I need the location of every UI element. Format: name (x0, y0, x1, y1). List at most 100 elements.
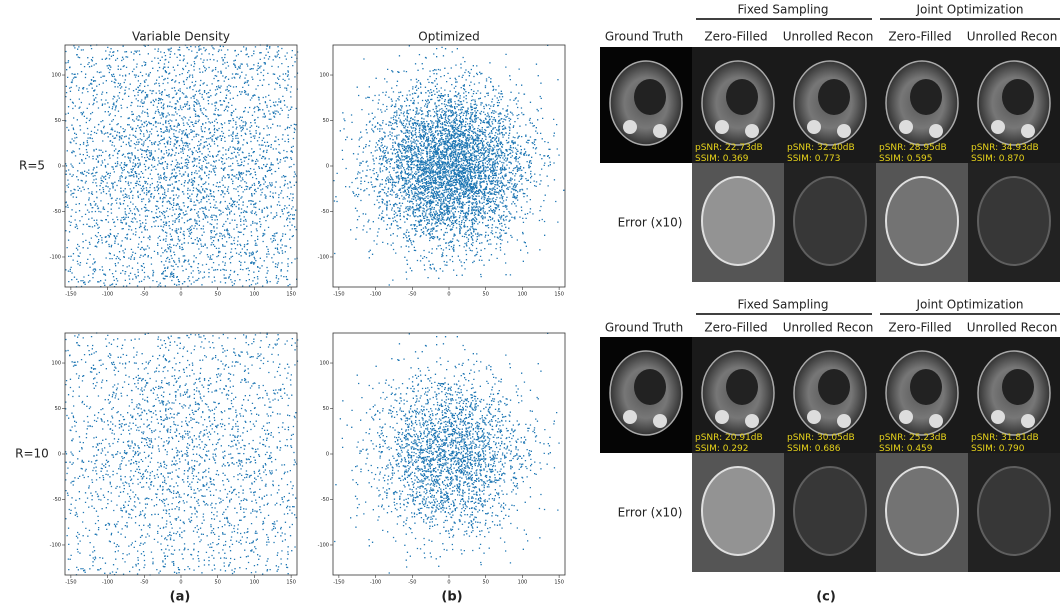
bone-shape (818, 79, 850, 115)
bone-shape (837, 124, 851, 138)
y-tick-label: 50 (55, 406, 61, 412)
psnr-label: pSNR: 30.05dB (787, 433, 855, 443)
psnr-label: pSNR: 22.73dB (695, 143, 763, 153)
x-tick-label: -50 (408, 580, 416, 586)
bone-shape (623, 120, 637, 134)
y-tick-label: -50 (321, 497, 329, 503)
bone-shape (807, 410, 821, 424)
x-tick-label: 50 (215, 580, 221, 586)
y-tick-label: 50 (55, 118, 61, 124)
x-tick-label: -100 (102, 580, 113, 586)
column-header: Zero-Filled (888, 30, 951, 44)
bone-shape (818, 369, 850, 405)
x-tick-label: -150 (65, 292, 76, 298)
group-header: Joint Optimization (915, 3, 1023, 17)
y-tick-label: 0 (58, 452, 61, 458)
y-tick-label: -50 (53, 209, 61, 215)
ssim-label: SSIM: 0.595 (879, 154, 933, 164)
column-title: Variable Density (132, 30, 230, 44)
x-tick-label: 100 (250, 580, 260, 586)
x-tick-label: 100 (518, 580, 528, 586)
x-tick-label: -150 (333, 292, 344, 298)
bone-shape (726, 79, 758, 115)
column-header: Ground Truth (605, 30, 683, 44)
error-shape (702, 177, 774, 265)
group-header: Fixed Sampling (737, 3, 828, 17)
column-header: Zero-Filled (704, 30, 767, 44)
psnr-label: pSNR: 20.91dB (695, 433, 763, 443)
bone-shape (929, 124, 943, 138)
bone-shape (807, 120, 821, 134)
bone-shape (1021, 414, 1035, 428)
y-tick-label: -100 (50, 254, 61, 260)
x-tick-label: -100 (102, 292, 113, 298)
group-header: Joint Optimization (915, 298, 1023, 312)
ssim-label: SSIM: 0.292 (695, 444, 749, 454)
plot-frame (65, 45, 297, 287)
bone-shape (1021, 124, 1035, 138)
column-header: Unrolled Recon (783, 30, 874, 44)
bone-shape (745, 124, 759, 138)
plot-frame (65, 333, 297, 575)
error-shape (978, 177, 1050, 265)
x-tick-label: 0 (179, 292, 182, 298)
y-tick-label: 50 (323, 118, 329, 124)
x-tick-label: 50 (215, 292, 221, 298)
bone-shape (899, 120, 913, 134)
ssim-label: SSIM: 0.686 (787, 444, 841, 454)
x-tick-label: -150 (333, 580, 344, 586)
bone-shape (745, 414, 759, 428)
psnr-label: pSNR: 28.95dB (879, 143, 947, 153)
column-title: Optimized (418, 30, 479, 44)
column-header: Unrolled Recon (783, 321, 874, 335)
x-tick-label: 150 (554, 580, 564, 586)
psnr-label: pSNR: 25.23dB (879, 433, 947, 443)
bone-shape (991, 120, 1005, 134)
y-tick-label: -100 (318, 542, 329, 548)
ssim-label: SSIM: 0.369 (695, 154, 749, 164)
figure: -150 -100 -50 0 50 100 150 -100 -50 0 50 100 Variabl… (0, 0, 1063, 610)
row-label: Error (x10) (618, 216, 683, 230)
y-tick-label: -50 (53, 497, 61, 503)
x-tick-label: -50 (140, 292, 148, 298)
y-tick-label: 100 (319, 361, 329, 367)
column-header: Unrolled Recon (967, 30, 1058, 44)
x-tick-label: -100 (370, 292, 381, 298)
error-shape (886, 177, 958, 265)
bone-shape (837, 414, 851, 428)
row-label: Error (x10) (618, 506, 683, 520)
y-tick-label: 100 (51, 361, 61, 367)
panel-caption: (c) (816, 590, 836, 605)
error-shape (886, 467, 958, 555)
x-tick-label: 0 (447, 292, 450, 298)
x-tick-label: 150 (286, 292, 296, 298)
x-tick-label: 100 (518, 292, 528, 298)
bone-shape (623, 410, 637, 424)
bone-shape (991, 410, 1005, 424)
sample-points (333, 45, 564, 285)
sample-points (65, 333, 298, 575)
y-tick-label: -50 (321, 209, 329, 215)
panel-caption: (a) (170, 590, 191, 605)
error-shape (702, 467, 774, 555)
x-tick-label: -100 (370, 580, 381, 586)
y-tick-label: 0 (326, 452, 329, 458)
bone-shape (653, 414, 667, 428)
bone-shape (910, 79, 942, 115)
bone-shape (929, 414, 943, 428)
y-tick-label: -100 (50, 542, 61, 548)
y-tick-label: 100 (319, 73, 329, 79)
x-tick-label: -150 (65, 580, 76, 586)
bone-shape (910, 369, 942, 405)
psnr-label: pSNR: 34.93dB (971, 143, 1039, 153)
column-header: Unrolled Recon (967, 321, 1058, 335)
column-header: Zero-Filled (704, 321, 767, 335)
y-tick-label: 0 (58, 164, 61, 170)
ssim-label: SSIM: 0.773 (787, 154, 841, 164)
bone-shape (715, 120, 729, 134)
ssim-label: SSIM: 0.459 (879, 444, 933, 454)
x-tick-label: 150 (554, 292, 564, 298)
psnr-label: pSNR: 32.40dB (787, 143, 855, 153)
group-header: Fixed Sampling (737, 298, 828, 312)
bone-shape (1002, 369, 1034, 405)
